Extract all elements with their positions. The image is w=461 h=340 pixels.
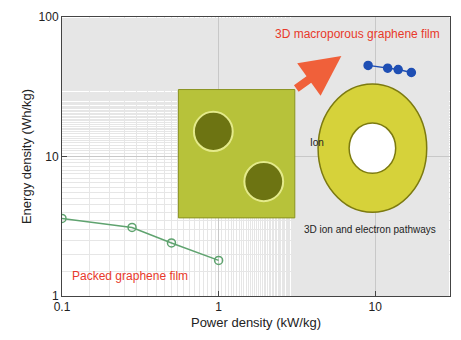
svg-text:1: 1: [215, 300, 222, 314]
svg-text:Power density (kW/kg): Power density (kW/kg): [191, 315, 321, 330]
svg-text:10: 10: [369, 300, 383, 314]
svg-text:Packed graphene film: Packed graphene film: [72, 269, 188, 283]
svg-text:0.1: 0.1: [54, 300, 71, 314]
svg-text:3D ion and electron pathways: 3D ion and electron pathways: [304, 224, 436, 235]
svg-text:Ion: Ion: [310, 137, 324, 148]
svg-text:Energy density (Wh/kg): Energy density (Wh/kg): [19, 89, 34, 224]
svg-text:100: 100: [39, 10, 59, 24]
svg-text:1: 1: [52, 289, 59, 303]
svg-text:3D macroporous graphene film: 3D macroporous graphene film: [275, 27, 440, 41]
svg-text:10: 10: [45, 150, 59, 164]
